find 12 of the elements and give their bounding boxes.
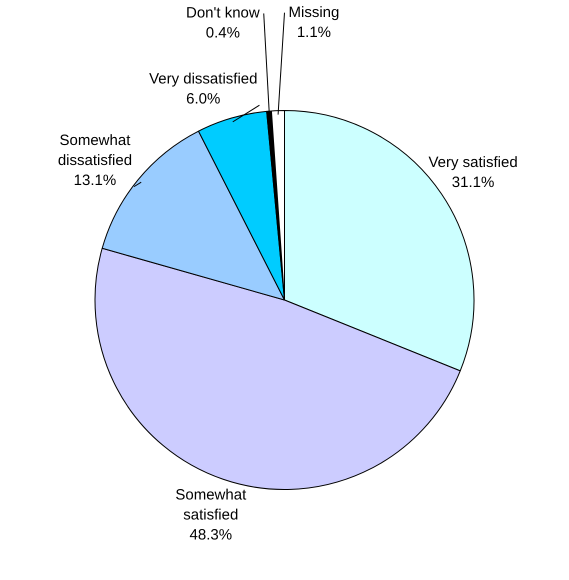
slice-label: Very satisfied xyxy=(428,154,518,171)
data-label: 1.1% xyxy=(296,24,332,41)
data-label: 6.0% xyxy=(186,90,220,108)
slice-label: Very dissatisfied xyxy=(149,70,258,88)
slice-label: Missing xyxy=(288,4,340,21)
data-label: 48.3% xyxy=(190,526,232,544)
slice-label: Somewhat dissatisfied xyxy=(58,132,132,169)
data-label: 0.4% xyxy=(206,24,240,42)
data-label: 13.1% xyxy=(74,172,116,189)
slice-label: Don't know xyxy=(186,4,260,22)
data-label: 31.1% xyxy=(452,174,494,191)
slice-label: Somewhat satisfied xyxy=(175,486,248,524)
